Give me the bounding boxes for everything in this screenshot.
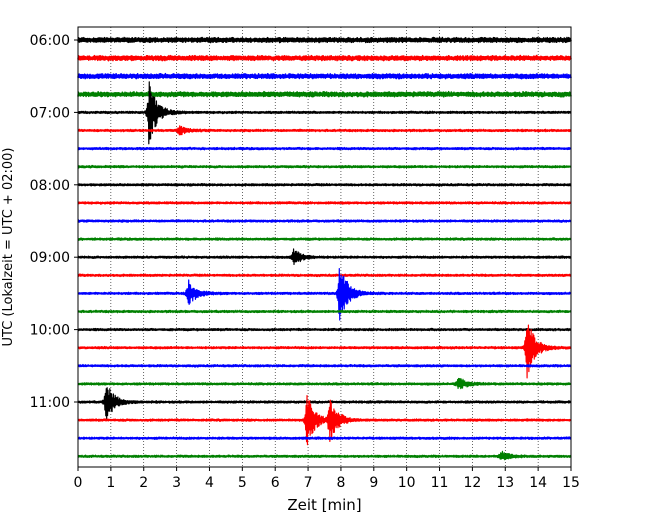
trace-line — [77, 90, 572, 98]
trace-line — [77, 237, 572, 241]
x-tick-label: 11 — [431, 475, 449, 491]
trace-line — [77, 267, 572, 321]
x-tick-label: 6 — [271, 475, 280, 491]
y-tick-label: 06:00 — [30, 33, 70, 49]
y-tick-label: 11:00 — [30, 395, 70, 411]
y-tick-label: 09:00 — [30, 250, 70, 266]
y-tick-label: 10:00 — [30, 323, 70, 339]
trace-line — [77, 436, 572, 441]
y-axis-ticks: 06:00 07:00 08:00 09:00 10:00 11:00 — [30, 33, 78, 411]
x-tick-label: 4 — [205, 475, 214, 491]
trace-line — [77, 36, 572, 44]
trace-line — [77, 363, 572, 368]
trace-line — [77, 182, 572, 187]
x-tick-label: 0 — [74, 475, 83, 491]
x-tick-label: 15 — [562, 475, 580, 491]
x-tick-label: 1 — [106, 475, 115, 491]
y-axis-label: UTC (Lokalzeit = UTC + 02:00) — [1, 148, 16, 347]
trace-line — [77, 395, 572, 446]
x-tick-label: 7 — [304, 475, 313, 491]
plot-frame — [77, 26, 572, 468]
x-tick-label: 3 — [172, 475, 181, 491]
x-axis-label: Zeit [min] — [287, 496, 361, 514]
trace-line — [77, 327, 572, 332]
x-axis-ticks: 0 1 2 3 4 5 6 7 8 9 10 11 12 13 14 15 — [74, 467, 580, 491]
trace-line — [77, 248, 572, 266]
grid-lines — [110, 27, 539, 467]
trace-line — [77, 387, 572, 420]
y-tick-label: 07:00 — [30, 105, 70, 121]
x-tick-label: 10 — [398, 475, 416, 491]
trace-line — [77, 146, 572, 151]
trace-line — [77, 201, 572, 205]
y-tick-label: 08:00 — [30, 178, 70, 194]
trace-line — [77, 164, 572, 169]
trace-line — [77, 273, 572, 278]
trace-line — [77, 450, 572, 461]
trace-line — [77, 324, 572, 379]
trace-line — [77, 72, 572, 80]
trace-line — [77, 54, 572, 62]
seismogram-traces — [77, 36, 572, 461]
x-tick-label: 5 — [238, 475, 247, 491]
x-tick-label: 2 — [139, 475, 148, 491]
trace-line — [77, 125, 572, 136]
trace-line — [77, 81, 572, 145]
x-tick-label: 13 — [496, 475, 514, 491]
x-tick-label: 8 — [336, 475, 345, 491]
x-tick-label: 12 — [463, 475, 481, 491]
trace-line — [77, 219, 572, 223]
trace-line — [77, 377, 572, 390]
x-tick-label: 14 — [529, 475, 547, 491]
x-tick-label: 9 — [369, 475, 378, 491]
trace-line — [77, 309, 572, 314]
